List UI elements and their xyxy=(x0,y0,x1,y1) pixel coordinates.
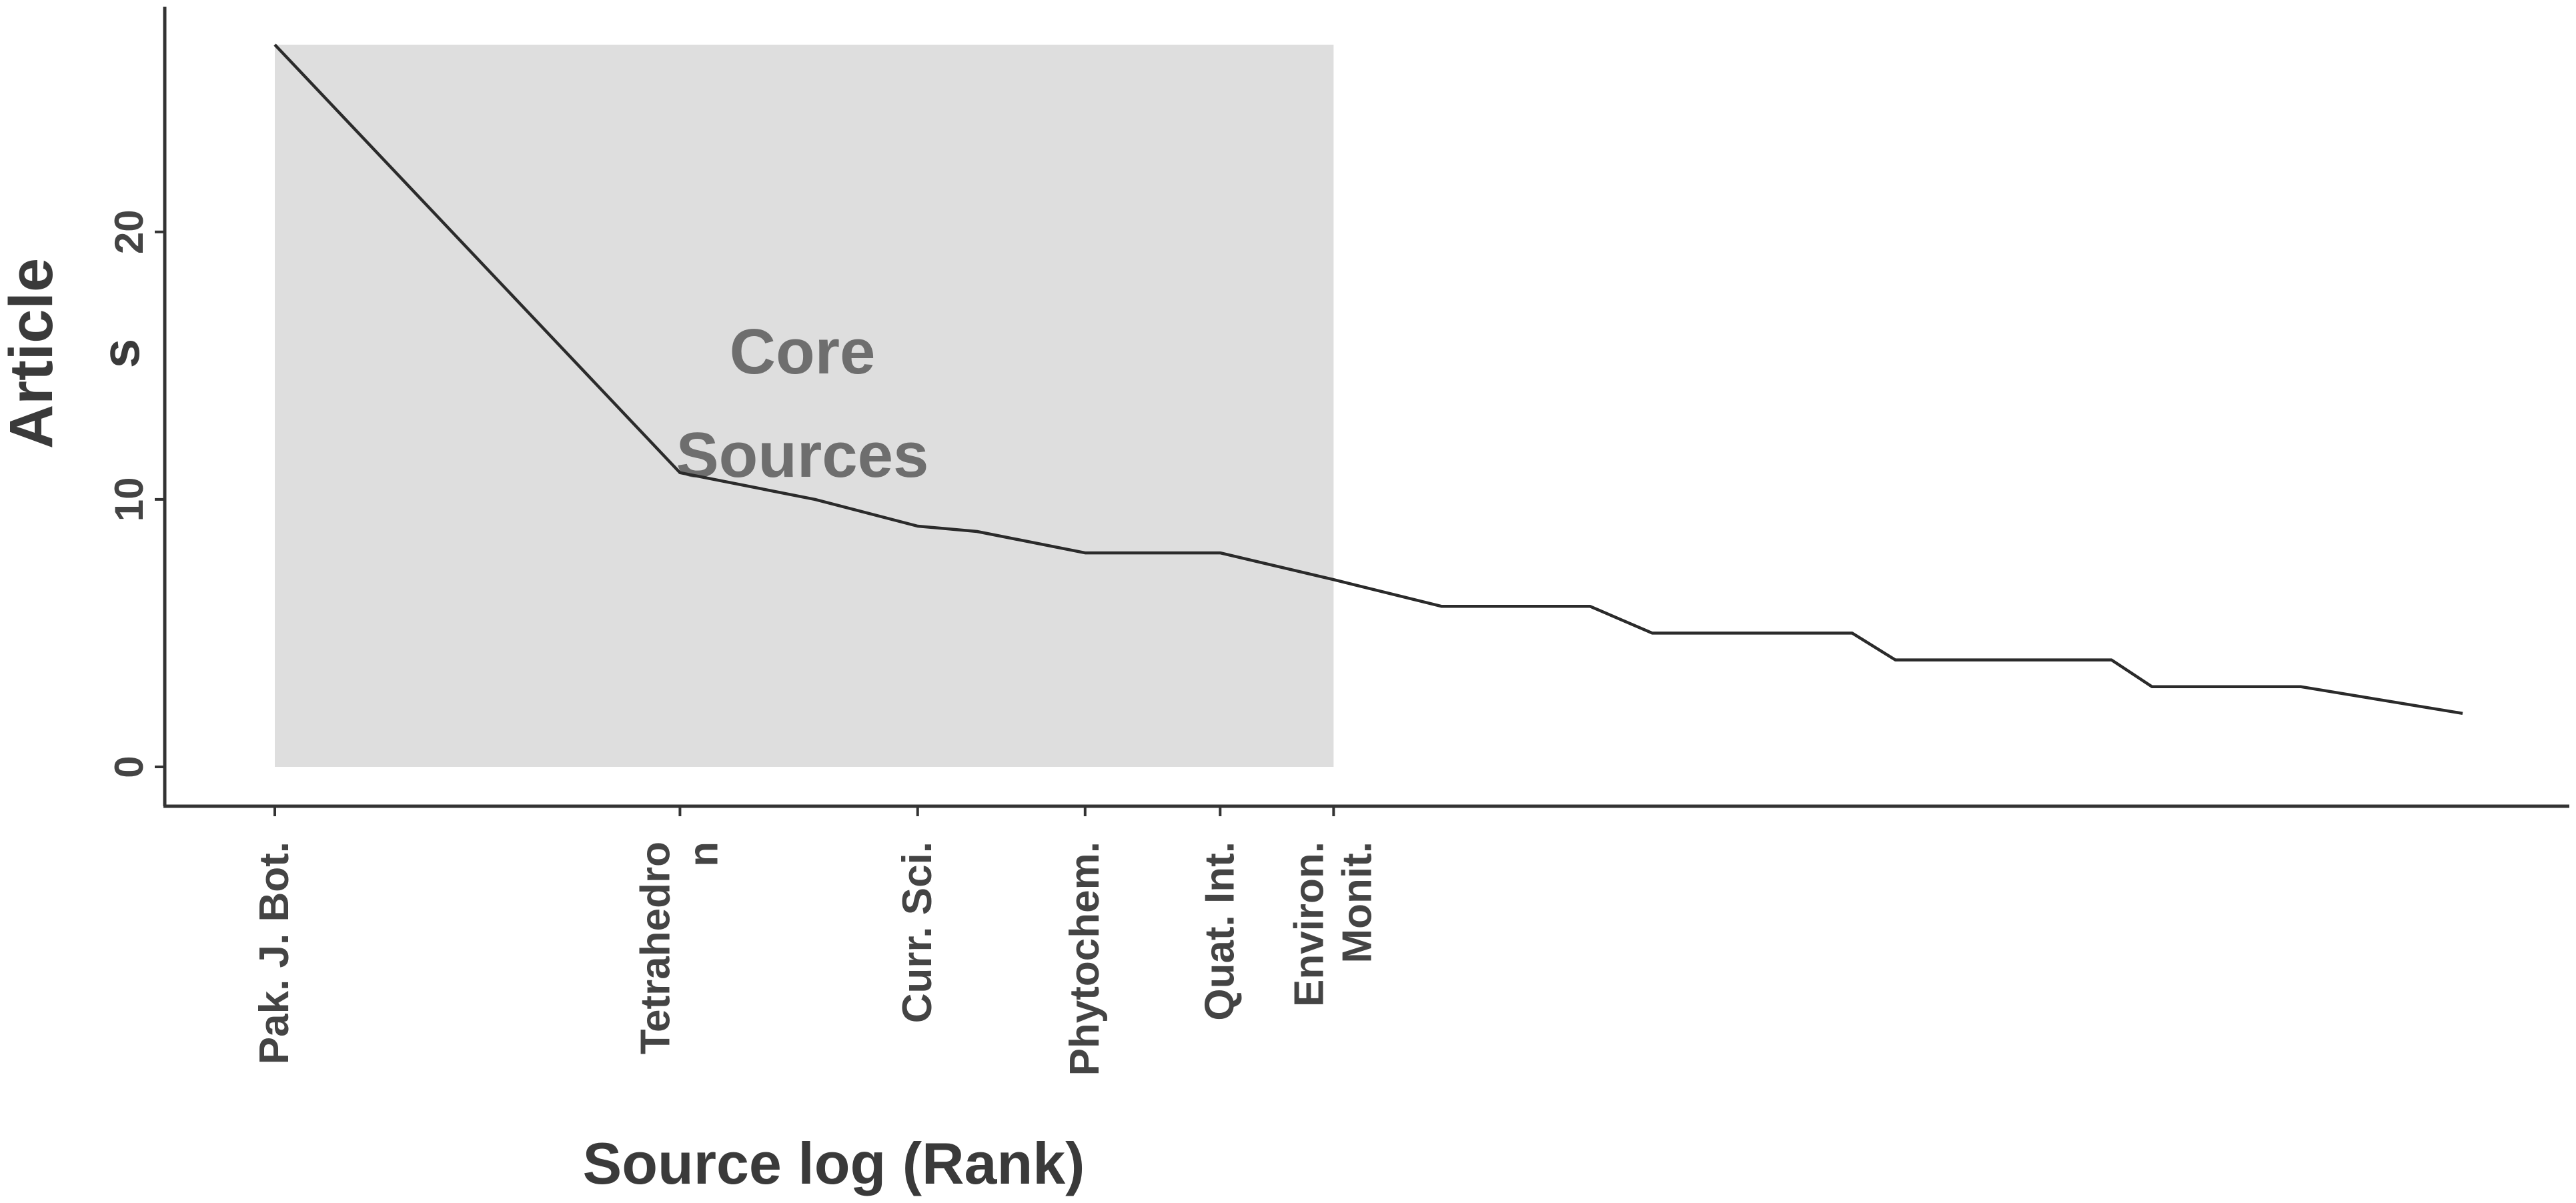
y-tick-label-10: 10 xyxy=(107,477,151,522)
x-tick-label-2-line-2: n xyxy=(680,842,726,867)
x-tick-label-1-line-1: Pak. J. Bot. xyxy=(251,842,297,1064)
x-tick-label-6-line-2: Monit. xyxy=(1334,842,1380,964)
x-tick-label-3-line-1: Curr. Sci. xyxy=(894,842,940,1023)
y-tick-label-0: 0 xyxy=(107,756,151,778)
core-sources-region xyxy=(275,45,1334,767)
x-tick-label-4-line-1: Phytochem. xyxy=(1062,842,1108,1076)
x-tick-label-5-line-1: Quat. Int. xyxy=(1197,842,1243,1021)
series-line-1 xyxy=(273,43,2463,716)
x-tick-label-2-line-1: Tetrahedro xyxy=(632,842,678,1054)
y-axis-title-line-1: Article xyxy=(0,258,65,449)
x-axis-title: Source log (Rank) xyxy=(583,1130,1085,1196)
y-axis-title-line-2: s xyxy=(91,339,150,369)
core-sources-label-line-1: Core xyxy=(730,316,876,387)
x-tick-label-6-line-1: Environ. xyxy=(1286,842,1332,1007)
y-tick-label-20: 20 xyxy=(107,209,151,254)
